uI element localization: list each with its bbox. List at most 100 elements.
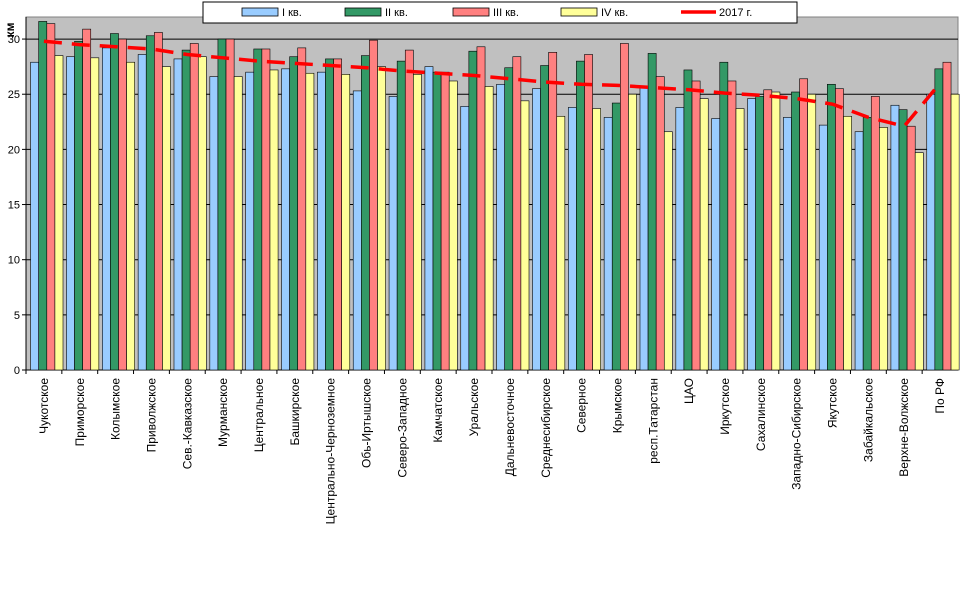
- bar: [870, 96, 880, 371]
- bar: [747, 98, 756, 371]
- bar: [145, 35, 155, 371]
- bar: [325, 58, 334, 371]
- bar: [699, 98, 709, 371]
- category-label: Башкирское: [288, 378, 302, 446]
- bar: [898, 109, 908, 371]
- bar: [162, 66, 171, 371]
- legend-label: II кв.: [385, 7, 408, 19]
- bar: [843, 115, 852, 371]
- bar: [66, 56, 75, 371]
- bar: [82, 28, 92, 371]
- bar: [942, 61, 952, 371]
- legend-swatch: [560, 7, 598, 17]
- category-label: Сахалинское: [754, 378, 768, 451]
- category-label: ЦАО: [682, 378, 696, 404]
- category-label: Северное: [575, 378, 589, 433]
- legend-swatch: [344, 7, 382, 17]
- bar: [719, 61, 729, 371]
- bar: [567, 107, 577, 371]
- bar: [584, 54, 593, 371]
- legend-label: IV кв.: [601, 7, 628, 19]
- bar: [735, 108, 745, 371]
- category-label: Забайкальское: [861, 378, 875, 462]
- bar: [269, 69, 279, 371]
- category-labels: Чукотское Приморское Колымское Приволжское С…: [25, 370, 947, 525]
- bar: [639, 86, 649, 371]
- bar: [110, 33, 119, 371]
- bar: [413, 74, 422, 371]
- bar: [611, 102, 621, 371]
- bar: [404, 49, 414, 371]
- bar: [154, 32, 163, 371]
- bar: [377, 66, 386, 371]
- bar: [448, 80, 458, 371]
- bar: [711, 118, 721, 371]
- bar: [807, 93, 817, 371]
- y-tick-label: 20: [8, 144, 20, 156]
- category-label: респ.Татарстан: [646, 378, 660, 464]
- bar: [476, 46, 486, 371]
- y-tick-label: 0: [14, 365, 20, 377]
- bar: [862, 117, 872, 371]
- bar: [691, 80, 701, 371]
- bar: [556, 115, 566, 371]
- category-label: Верхне-Волжское: [897, 378, 911, 477]
- bar: [592, 108, 601, 371]
- category-label: Иркутское: [718, 378, 732, 435]
- bar: [74, 40, 83, 371]
- category-label: Камчатское: [431, 378, 445, 443]
- category-label: По РФ: [933, 378, 947, 414]
- bar: [440, 71, 450, 371]
- bar: [396, 60, 406, 371]
- legend-box: [202, 1, 798, 24]
- bar: [90, 57, 100, 371]
- bar: [827, 83, 836, 371]
- bar: [118, 38, 127, 371]
- bar: [771, 91, 781, 371]
- y-tick-label: 15: [8, 200, 20, 212]
- category-label: Дальневосточное: [503, 378, 517, 477]
- bar: [755, 96, 765, 371]
- bar: [460, 106, 470, 371]
- bar: [799, 78, 808, 371]
- bar: [791, 91, 800, 371]
- bars: [30, 21, 960, 371]
- bar: [906, 125, 916, 371]
- category-label: Приволжское: [144, 378, 158, 453]
- bar: [950, 93, 960, 371]
- bar: [934, 68, 944, 371]
- bar: [763, 89, 773, 371]
- legend: I кв. II кв. III кв. IV кв. 2017 г.: [202, 1, 798, 24]
- bar: [727, 80, 737, 371]
- bar: [532, 88, 541, 371]
- bar: [253, 48, 263, 371]
- bar: [818, 124, 828, 371]
- bar: [38, 21, 48, 371]
- y-tick-label: 5: [14, 310, 20, 322]
- bar: [854, 131, 864, 371]
- category-label: Крымское: [610, 378, 624, 434]
- bar: [388, 96, 398, 371]
- bar: [663, 131, 673, 371]
- y-axis-label: км: [3, 22, 17, 37]
- category-label: Западно-Сибирское: [790, 378, 804, 490]
- category-label: Сев.-Кавказское: [180, 378, 194, 470]
- bar: [548, 51, 558, 371]
- bar: [217, 38, 227, 371]
- line-2017: [43, 39, 942, 129]
- bar: [289, 56, 299, 371]
- bar: [189, 43, 199, 371]
- bar: [926, 93, 936, 371]
- bar: [46, 23, 56, 371]
- bar: [352, 90, 362, 371]
- bar: [603, 117, 613, 371]
- bar: [261, 48, 271, 371]
- category-label: Центрально-Черноземное: [324, 378, 338, 525]
- category-label: Якутское: [826, 378, 840, 428]
- bar: [54, 55, 64, 371]
- bar: [683, 69, 693, 371]
- bar: [341, 74, 351, 371]
- bar: [369, 39, 378, 371]
- legend-swatch: [241, 7, 279, 17]
